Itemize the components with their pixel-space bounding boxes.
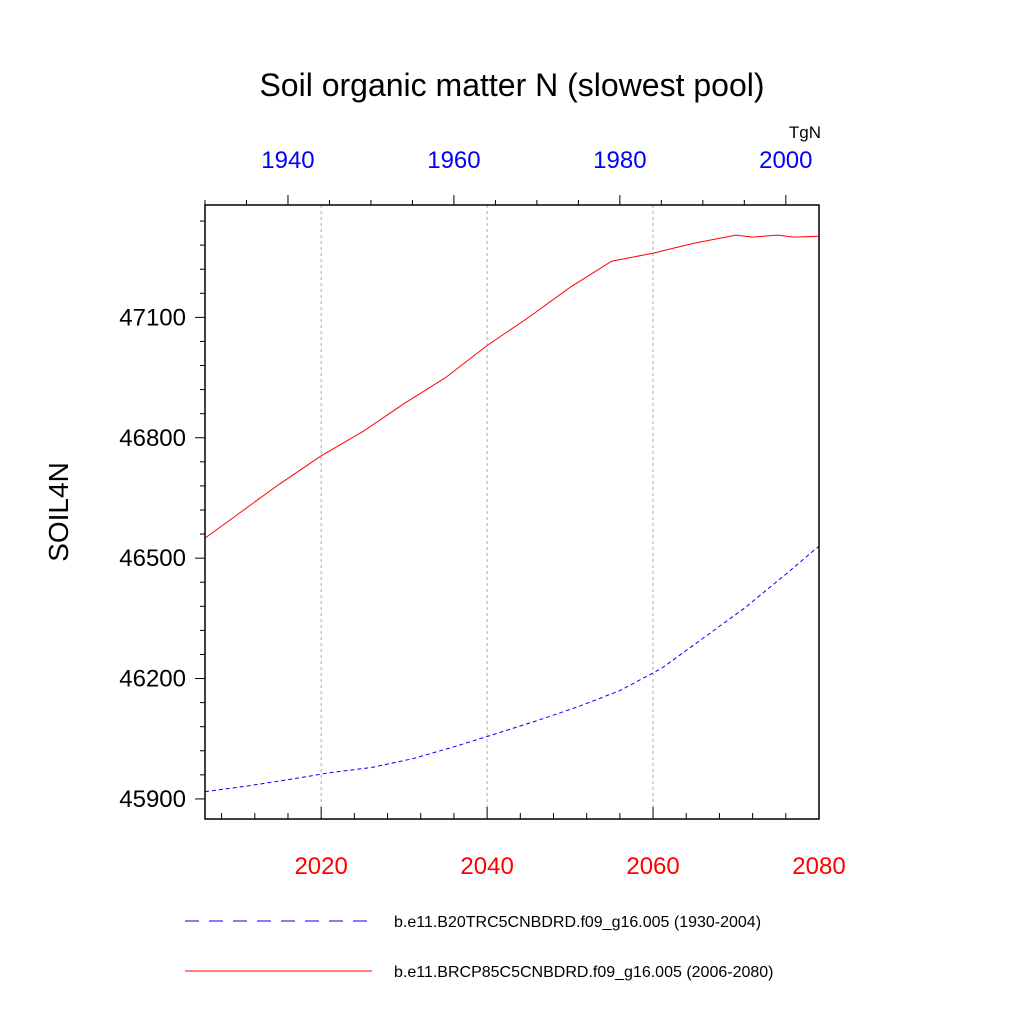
legend-label-future: b.e11.BRCP85C5CNBDRD.f09_g16.005 (2006-2… bbox=[394, 964, 773, 981]
units-label: TgN bbox=[789, 123, 821, 142]
y-tick-label: 45900 bbox=[119, 786, 186, 813]
y-tick-label: 46200 bbox=[119, 666, 186, 693]
chart-title: Soil organic matter N (slowest pool) bbox=[259, 67, 764, 103]
x-top-tick-label: 1960 bbox=[427, 147, 480, 174]
y-tick-label: 46800 bbox=[119, 425, 186, 452]
series-line-future bbox=[204, 234, 820, 539]
x-bottom-tick-label: 2020 bbox=[294, 853, 347, 880]
legend-label-hist: b.e11.B20TRC5CNBDRD.f09_g16.005 (1930-20… bbox=[394, 914, 761, 931]
x-top-tick-label: 1940 bbox=[261, 147, 314, 174]
legend: b.e11.B20TRC5CNBDRD.f09_g16.005 (1930-20… bbox=[185, 914, 773, 981]
y-tick-label: 46500 bbox=[119, 545, 186, 572]
x-bottom-tick-label: 2080 bbox=[792, 853, 845, 880]
plot-frame bbox=[204, 204, 820, 820]
series-group bbox=[204, 234, 820, 793]
grid-lines bbox=[320, 205, 654, 819]
x-bottom-tick-label: 2040 bbox=[460, 853, 513, 880]
axes: 2020 2040 2060 2080 1940 1960 1980 2000 45900 462… bbox=[119, 147, 845, 880]
series-line-hist bbox=[204, 545, 820, 793]
y-tick-label: 47100 bbox=[119, 304, 186, 331]
x-top-tick-label: 1980 bbox=[593, 147, 646, 174]
x-top-tick-label: 2000 bbox=[759, 147, 812, 174]
x-bottom-tick-label: 2060 bbox=[626, 853, 679, 880]
y-axis-label: SOIL4N bbox=[43, 462, 74, 562]
